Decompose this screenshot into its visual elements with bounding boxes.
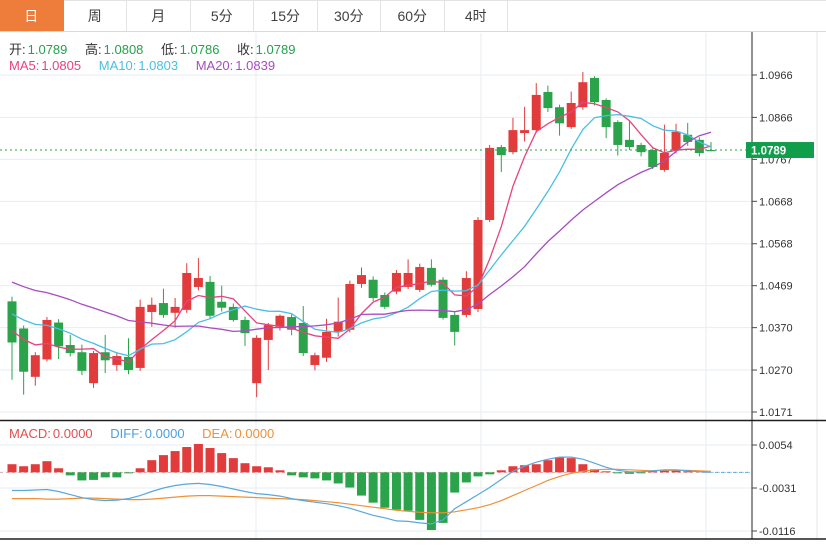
svg-text:-0.0116: -0.0116: [759, 526, 796, 538]
svg-text:-0.0031: -0.0031: [759, 483, 796, 495]
tab-4hour[interactable]: 4时: [444, 0, 508, 31]
low-value: 1.0786: [179, 42, 220, 57]
tab-day[interactable]: 日: [0, 0, 64, 31]
price-axis: 1.09661.08661.07671.06681.05681.04691.03…: [0, 32, 826, 540]
macd-panel[interactable]: [0, 443, 750, 530]
ma5-value: 1.0805: [41, 58, 82, 73]
high-label: 高:: [85, 42, 102, 57]
ohlc-info: 开: 1.0789 高: 1.0808 低: 1.0786 收: 1.0789: [9, 39, 309, 58]
high-value: 1.0808: [103, 42, 144, 57]
tab-60min[interactable]: 60分: [381, 0, 445, 31]
macd-value: 0.0000: [52, 426, 93, 441]
svg-text:1.0171: 1.0171: [759, 407, 793, 419]
svg-text:1.0469: 1.0469: [759, 281, 793, 293]
ma20-label: MA20:: [195, 58, 234, 73]
tabbar-filler: [508, 0, 826, 31]
ma10-label: MA10:: [98, 58, 137, 73]
svg-text:1.0789: 1.0789: [751, 146, 786, 158]
macd-info: MACD: 0.0000 DIFF: 0.0000 DEA: 0.0000: [9, 426, 288, 441]
timeframe-tabs: 日 周 月 5分 15分 30分 60分 4时: [0, 0, 826, 32]
svg-text:1.0668: 1.0668: [759, 196, 793, 208]
tab-5min[interactable]: 5分: [190, 0, 254, 31]
close-value: 1.0789: [255, 42, 296, 57]
diff-label: DIFF:: [110, 426, 143, 441]
dea-value: 0.0000: [234, 426, 275, 441]
svg-text:0.0054: 0.0054: [759, 440, 793, 452]
close-label: 收:: [237, 42, 254, 57]
tab-15min[interactable]: 15分: [254, 0, 318, 31]
open-label: 开:: [9, 42, 26, 57]
svg-text:1.0866: 1.0866: [759, 112, 793, 124]
svg-text:1.0966: 1.0966: [759, 70, 793, 82]
chart-canvas[interactable]: 1.09661.08661.07671.06681.05681.04691.03…: [0, 32, 826, 545]
macd-label: MACD:: [9, 426, 51, 441]
ma20-value: 1.0839: [235, 58, 276, 73]
svg-text:1.0370: 1.0370: [759, 323, 793, 335]
diff-value: 0.0000: [144, 426, 185, 441]
open-value: 1.0789: [27, 42, 68, 57]
low-label: 低:: [161, 42, 178, 57]
dea-label: DEA:: [202, 426, 233, 441]
tab-week[interactable]: 周: [63, 0, 127, 31]
ma10-value: 1.0803: [138, 58, 179, 73]
ma5-label: MA5:: [9, 58, 40, 73]
tab-month[interactable]: 月: [127, 0, 191, 31]
tab-30min[interactable]: 30分: [317, 0, 381, 31]
candlestick-series: [7, 72, 716, 398]
ma-info: MA5: 1.0805 MA10: 1.0803 MA20: 1.0839: [9, 58, 289, 73]
current-price-tag: 1.0789: [746, 142, 814, 159]
svg-text:1.0270: 1.0270: [759, 365, 793, 377]
ma-lines: [11, 101, 712, 363]
svg-text:1.0568: 1.0568: [759, 239, 793, 251]
